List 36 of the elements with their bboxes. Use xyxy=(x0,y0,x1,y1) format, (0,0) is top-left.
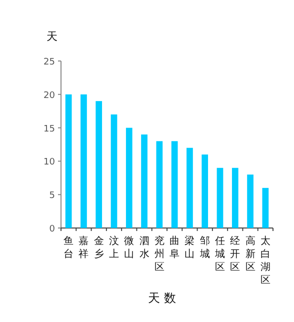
bar xyxy=(110,114,118,228)
bar xyxy=(96,101,102,228)
x-tick-label: 金乡 xyxy=(94,235,104,260)
bar xyxy=(65,94,72,228)
y-tick-label: 15 xyxy=(44,124,55,134)
bar xyxy=(186,148,193,228)
y-tick-label: 10 xyxy=(44,158,56,168)
x-tick-label: 兖州区 xyxy=(154,235,164,273)
x-axis-title: 天 数 xyxy=(148,291,176,305)
y-tick-label: 0 xyxy=(49,224,56,234)
x-tick-label: 梁山 xyxy=(184,235,195,260)
y-tick-label: 5 xyxy=(49,191,55,202)
bar xyxy=(202,154,208,228)
x-tick-label: 鱼台 xyxy=(64,235,74,260)
x-tick-label: 经开区 xyxy=(230,235,240,273)
x-tick-label: 微山 xyxy=(124,236,134,260)
x-tick-label: 泗水 xyxy=(139,235,150,260)
bar xyxy=(232,168,238,228)
bar xyxy=(80,94,87,228)
bar xyxy=(216,168,224,228)
bar xyxy=(247,174,254,228)
x-tick-label: 任城区 xyxy=(214,236,225,273)
y-tick-label: 25 xyxy=(44,58,55,68)
x-tick-label: 嘉祥 xyxy=(78,235,89,260)
bar xyxy=(126,128,132,228)
y-axis-title: 天 xyxy=(46,30,58,43)
bar xyxy=(171,141,178,228)
x-tick-label: 高新区 xyxy=(245,235,256,273)
x-tick-label: 汶上 xyxy=(109,235,119,260)
x-tick-label: 邹城 xyxy=(198,235,210,260)
bar xyxy=(156,141,163,228)
x-tick-label: 太白湖区 xyxy=(260,235,270,286)
bar xyxy=(262,188,269,228)
bar xyxy=(141,134,148,228)
x-tick-label: 曲阜 xyxy=(170,235,180,260)
y-tick-label: 20 xyxy=(44,90,56,101)
